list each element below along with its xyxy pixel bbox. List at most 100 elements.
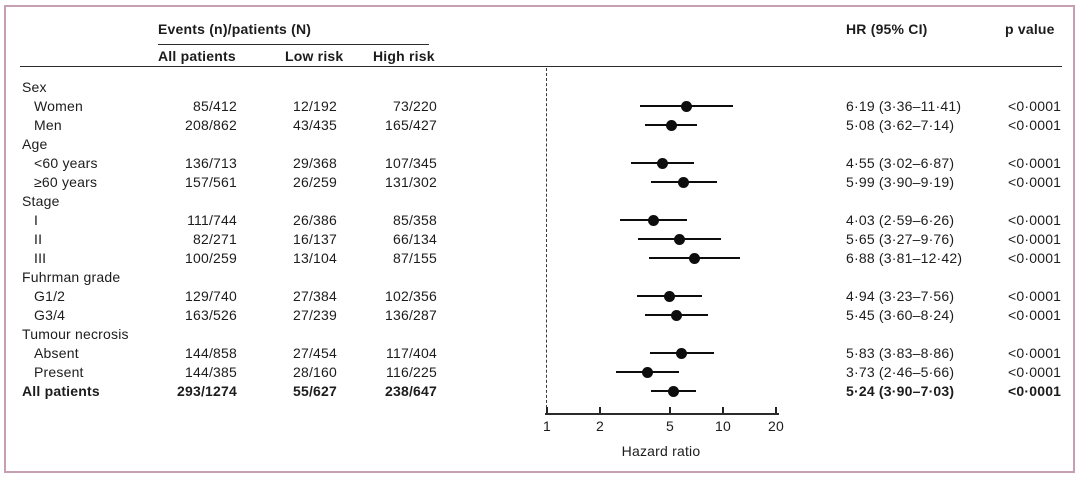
cell-p-value: <0·0001 — [1008, 287, 1062, 304]
column-header-high-risk: High risk — [373, 48, 435, 64]
events-patients-header: Events (n)/patients (N) — [158, 21, 312, 37]
cell-hr-ci: 5·83 (3·83–8·86) — [846, 344, 955, 361]
x-axis-tick — [669, 406, 671, 413]
cell-all-patients: 100/259 — [184, 249, 237, 266]
column-header-all-patients: All patients — [158, 48, 236, 64]
cell-high-risk: 116/225 — [386, 363, 437, 380]
cell-high-risk: 117/404 — [386, 344, 437, 361]
x-axis-tick-label: 5 — [666, 418, 675, 434]
column-header-low-risk: Low risk — [285, 48, 344, 64]
row-label: G3/4 — [34, 306, 66, 323]
x-axis-tick-label: 10 — [715, 418, 731, 434]
cell-hr-ci: 4·94 (3·23–7·56) — [846, 287, 955, 304]
row-label: I — [34, 211, 39, 228]
row-label: II — [34, 230, 43, 247]
cell-all-patients: 82/271 — [192, 230, 237, 247]
cell-all-patients: 157/561 — [184, 173, 237, 190]
cell-low-risk: 26/259 — [292, 173, 337, 190]
cell-low-risk: 29/368 — [292, 154, 337, 171]
cell-hr-ci: 5·65 (3·27–9·76) — [846, 230, 955, 247]
cell-p-value: <0·0001 — [1008, 211, 1062, 228]
cell-p-value: <0·0001 — [1008, 363, 1062, 380]
cell-low-risk: 27/454 — [292, 344, 337, 361]
cell-high-risk: 85/358 — [392, 211, 437, 228]
cell-all-patients: 144/858 — [184, 344, 237, 361]
row-label: Tumour necrosis — [22, 325, 129, 342]
x-axis-tick — [599, 406, 601, 413]
cell-high-risk: 136/287 — [384, 306, 437, 323]
cell-all-patients: 293/1274 — [177, 382, 237, 399]
cell-p-value: <0·0001 — [1008, 154, 1062, 171]
cell-p-value: <0·0001 — [1008, 116, 1062, 133]
cell-high-risk: 66/134 — [392, 230, 437, 247]
hr-point-marker — [663, 290, 675, 302]
cell-low-risk: 43/435 — [292, 116, 337, 133]
row-label: Fuhrman grade — [22, 268, 121, 285]
cell-high-risk: 107/345 — [384, 154, 437, 171]
cell-all-patients: 163/526 — [184, 306, 237, 323]
row-label: G1/2 — [34, 287, 66, 304]
row-label: <60 years — [34, 154, 98, 171]
cell-high-risk: 87/155 — [392, 249, 437, 266]
cell-low-risk: 27/384 — [292, 287, 337, 304]
cell-low-risk: 16/137 — [292, 230, 337, 247]
cell-all-patients: 136/713 — [184, 154, 237, 171]
x-axis-line — [545, 412, 779, 415]
hr-point-marker — [671, 309, 683, 321]
cell-p-value: <0·0001 — [1008, 97, 1062, 114]
cell-p-value: <0·0001 — [1008, 344, 1062, 361]
cell-p-value: <0·0001 — [1008, 249, 1062, 266]
x-axis-tick — [722, 406, 724, 413]
x-axis-tick-label: 20 — [767, 418, 784, 434]
x-axis-label: Hazard ratio — [621, 443, 701, 459]
cell-low-risk: 12/192 — [292, 97, 337, 114]
column-header-p-value: p value — [1005, 21, 1055, 37]
row-label: ≥60 years — [34, 173, 98, 190]
row-label: Age — [22, 135, 48, 152]
cell-low-risk: 13/104 — [292, 249, 337, 266]
table-header-rule — [20, 65, 1062, 68]
hr-point-marker — [642, 366, 654, 378]
cell-high-risk: 238/647 — [384, 382, 437, 399]
x-axis-tick — [546, 406, 548, 413]
figure-border — [4, 5, 1075, 473]
hr-point-marker — [680, 100, 692, 112]
cell-high-risk: 73/220 — [392, 97, 437, 114]
row-label: III — [34, 249, 47, 266]
cell-all-patients: 85/412 — [192, 97, 237, 114]
x-axis-tick — [775, 406, 777, 413]
hr-point-marker — [673, 233, 685, 245]
row-label: Women — [34, 97, 83, 114]
column-header-hr-ci: HR (95% CI) — [846, 21, 928, 37]
row-label: Absent — [34, 344, 79, 361]
x-axis-tick-label: 1 — [543, 418, 551, 434]
cell-all-patients: 144/385 — [184, 363, 237, 380]
cell-hr-ci: 5·99 (3·90–9·19) — [846, 173, 955, 190]
cell-hr-ci: 6·88 (3·81–12·42) — [846, 249, 963, 266]
hr-point-marker — [688, 252, 700, 264]
hr-point-marker — [657, 157, 669, 169]
hr-point-marker — [678, 176, 690, 188]
cell-low-risk: 55/627 — [292, 382, 337, 399]
cell-hr-ci: 5·08 (3·62–7·14) — [846, 116, 955, 133]
cell-hr-ci: 6·19 (3·36–11·41) — [846, 97, 962, 114]
cell-low-risk: 27/239 — [292, 306, 337, 323]
cell-all-patients: 208/862 — [184, 116, 237, 133]
cell-all-patients: 129/740 — [184, 287, 237, 304]
x-axis-tick-label: 2 — [595, 418, 604, 434]
row-label: Present — [34, 363, 84, 380]
cell-hr-ci: 4·03 (2·59–6·26) — [846, 211, 955, 228]
cell-p-value: <0·0001 — [1008, 173, 1062, 190]
cell-all-patients: 111/744 — [187, 211, 237, 228]
cell-p-value: <0·0001 — [1008, 306, 1062, 323]
row-label: All patients — [22, 382, 100, 399]
reference-line-hr-1 — [546, 68, 547, 413]
hr-point-marker — [676, 347, 688, 359]
cell-low-risk: 28/160 — [292, 363, 337, 380]
cell-hr-ci: 4·55 (3·02–6·87) — [846, 154, 955, 171]
cell-hr-ci: 3·73 (2·46–5·66) — [846, 363, 955, 380]
hr-point-marker — [665, 119, 677, 131]
events-header-rule — [158, 43, 429, 46]
cell-hr-ci: 5·24 (3·90–7·03) — [846, 382, 955, 399]
